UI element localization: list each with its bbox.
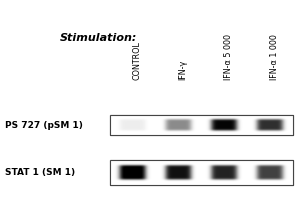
Text: IFN-α 1 000: IFN-α 1 000 xyxy=(270,34,279,80)
Bar xyxy=(110,160,292,185)
Text: Stimulation:: Stimulation: xyxy=(60,33,137,43)
Text: IFN-γ: IFN-γ xyxy=(178,60,187,80)
Text: PS 727 (pSM 1): PS 727 (pSM 1) xyxy=(5,120,83,130)
Text: STAT 1 (SM 1): STAT 1 (SM 1) xyxy=(5,168,75,177)
Bar xyxy=(110,115,292,135)
Bar xyxy=(110,160,292,185)
Text: CONTROL: CONTROL xyxy=(132,41,141,80)
Text: IFN-α 5 000: IFN-α 5 000 xyxy=(224,34,233,80)
Bar xyxy=(110,115,292,135)
